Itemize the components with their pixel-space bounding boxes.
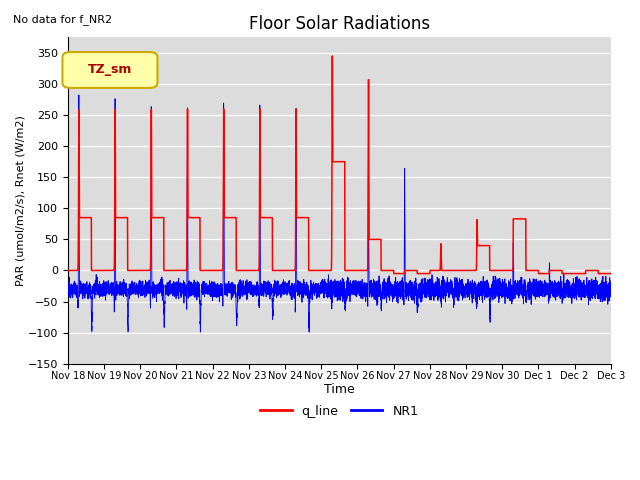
Y-axis label: PAR (umol/m2/s), Rnet (W/m2): PAR (umol/m2/s), Rnet (W/m2) (15, 115, 25, 286)
Title: Floor Solar Radiations: Floor Solar Radiations (249, 15, 430, 33)
Legend: q_line, NR1: q_line, NR1 (255, 400, 423, 423)
FancyBboxPatch shape (63, 52, 157, 88)
Text: No data for f_NR2: No data for f_NR2 (13, 14, 112, 25)
X-axis label: Time: Time (324, 383, 355, 396)
Text: TZ_sm: TZ_sm (88, 63, 132, 76)
